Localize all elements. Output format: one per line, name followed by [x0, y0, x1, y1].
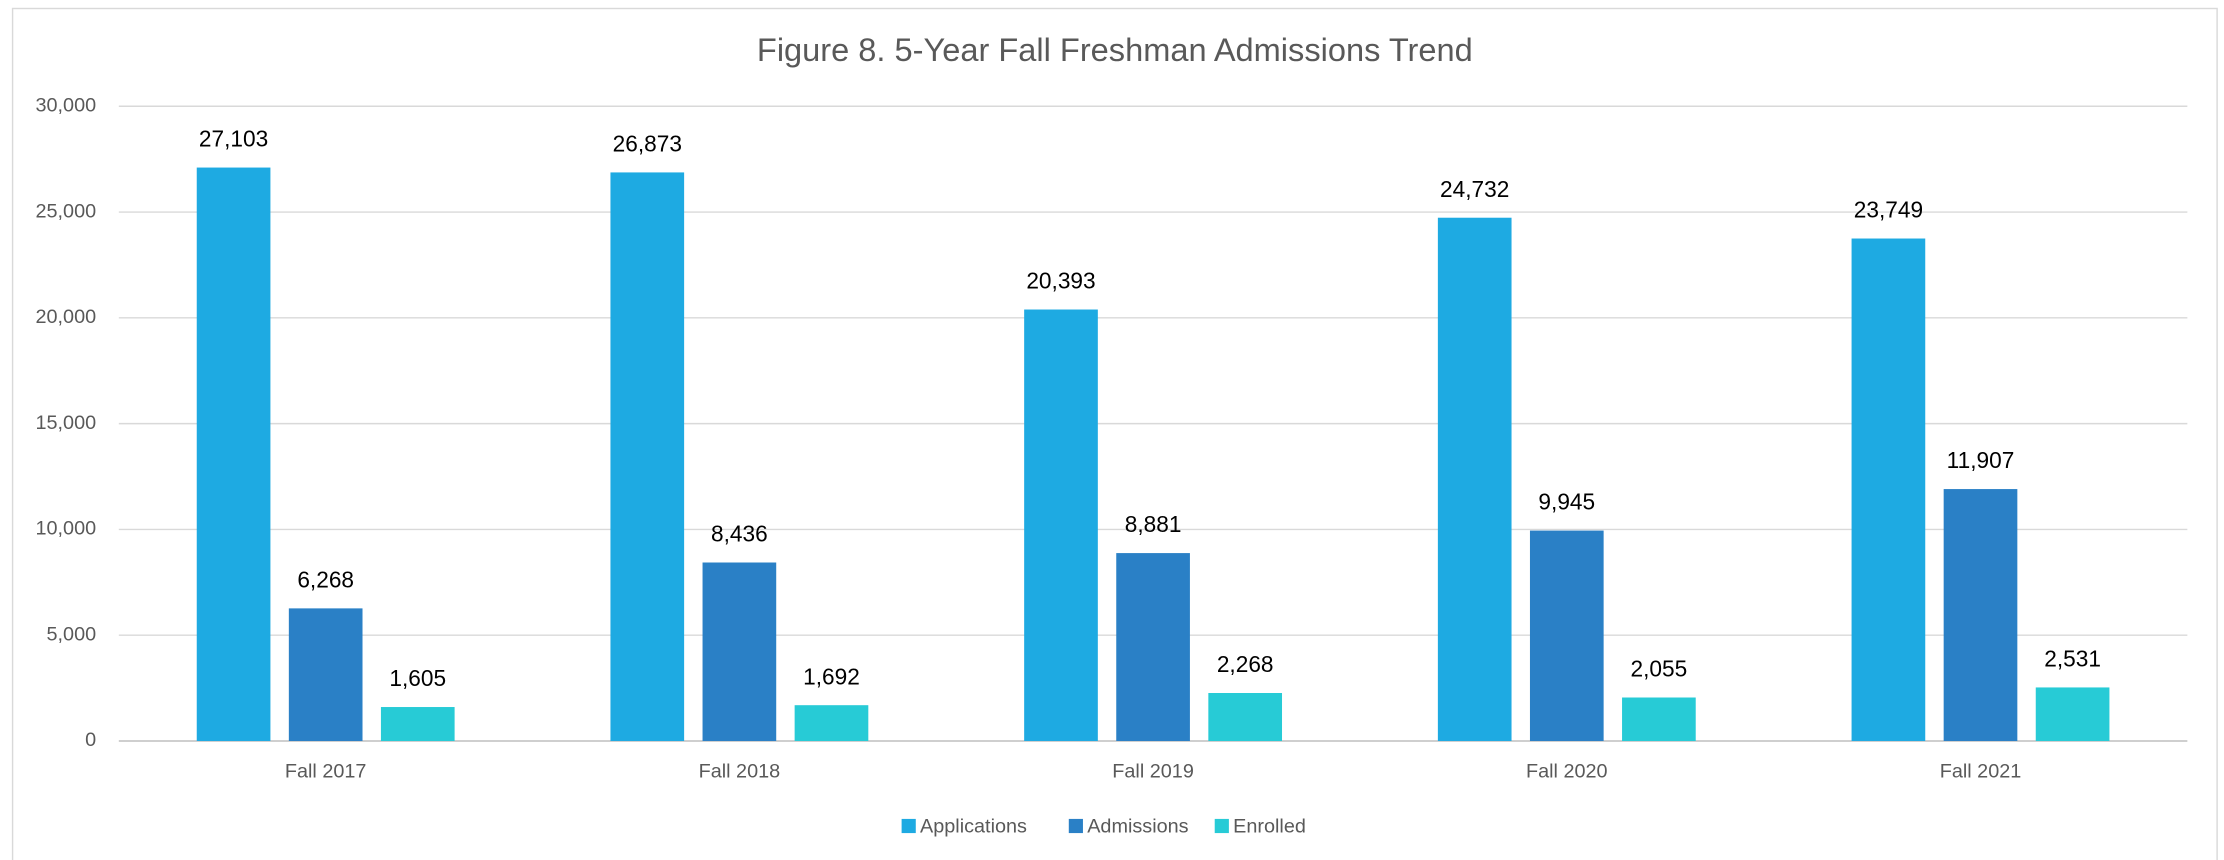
- bar: [794, 705, 869, 741]
- bar: [1437, 217, 1512, 741]
- bar: [1851, 238, 1926, 741]
- x-tick-label: Fall 2018: [699, 760, 781, 782]
- bar: [2035, 687, 2110, 741]
- y-tick-label: 0: [85, 729, 96, 751]
- bar: [1943, 489, 2018, 741]
- data-label: 1,692: [803, 663, 860, 689]
- data-label: 8,881: [1125, 511, 1182, 537]
- data-label: 24,732: [1440, 176, 1509, 202]
- bar: [1116, 553, 1190, 741]
- bar: [702, 562, 777, 741]
- data-label: 2,268: [1217, 651, 1274, 677]
- legend-label: Enrolled: [1233, 816, 1306, 838]
- y-tick-label: 10,000: [35, 518, 96, 540]
- data-label: 1,605: [389, 665, 446, 691]
- data-label: 11,907: [1947, 447, 2015, 473]
- data-label: 8,436: [711, 521, 768, 547]
- y-tick-label: 5,000: [47, 623, 97, 645]
- data-label: 9,945: [1538, 489, 1595, 515]
- bar: [1529, 530, 1604, 741]
- y-tick-label: 15,000: [35, 412, 96, 434]
- data-label: 23,749: [1854, 197, 1923, 223]
- data-label: 2,055: [1631, 656, 1688, 682]
- x-tick-label: Fall 2017: [285, 760, 367, 782]
- x-tick-label: Fall 2021: [1940, 760, 2022, 782]
- y-tick-label: 30,000: [35, 94, 96, 116]
- data-label: 2,531: [2044, 646, 2101, 672]
- legend-label: Applications: [920, 816, 1027, 838]
- legend-swatch: [901, 818, 916, 834]
- x-tick-label: Fall 2019: [1112, 760, 1194, 782]
- data-label: 6,268: [297, 566, 354, 592]
- legend-label: Admissions: [1087, 816, 1188, 838]
- y-tick-label: 20,000: [35, 306, 96, 328]
- chart-border: [11, 7, 2218, 860]
- data-label: 27,103: [199, 126, 268, 152]
- bar: [380, 707, 455, 741]
- bar: [1024, 309, 1098, 741]
- bar: [1208, 693, 1283, 741]
- data-label: 20,393: [1026, 268, 1095, 294]
- bar: [288, 608, 363, 741]
- chart-title: Figure 8. 5-Year Fall Freshman Admission…: [757, 32, 1473, 68]
- bar: [1622, 697, 1696, 741]
- y-tick-label: 25,000: [35, 200, 96, 222]
- bar: [610, 172, 685, 741]
- x-tick-label: Fall 2020: [1526, 760, 1608, 782]
- data-label: 26,873: [613, 130, 682, 156]
- legend-swatch: [1214, 818, 1229, 834]
- bar: [196, 167, 271, 741]
- legend-swatch: [1068, 818, 1083, 834]
